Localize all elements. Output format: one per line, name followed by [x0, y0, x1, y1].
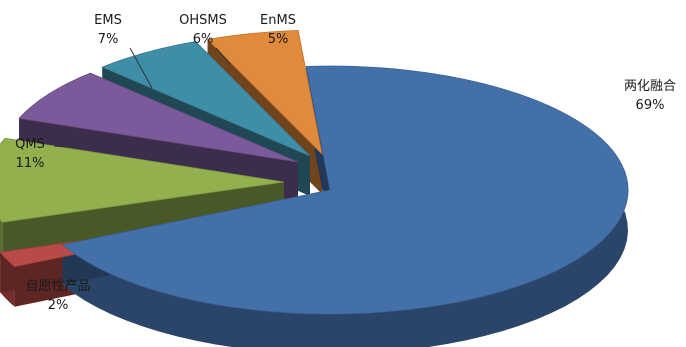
slice-labels: 两化融合 69% 自愿性产品 2% QMS 11% EMS 7% OHSMS 6% EnMS 5% — [15, 13, 676, 313]
slice-label-3: EMS — [94, 13, 122, 28]
slice-label-2: QMS — [15, 137, 45, 152]
slice-5 — [206, 29, 323, 156]
slice-label-0: 两化融合 — [624, 79, 676, 94]
slice-percent-5: 5% — [268, 32, 289, 47]
leader-line-2 — [53, 145, 81, 149]
slice-tops — [0, 29, 629, 315]
slice-percent-3: 7% — [98, 32, 119, 47]
slice-percent-0: 69% — [636, 98, 665, 113]
slice-4 — [101, 41, 311, 157]
slice-2 — [0, 137, 285, 223]
slice-label-5: EnMS — [260, 13, 296, 28]
slice-percent-1: 2% — [48, 298, 69, 313]
slice-percent-4: 6% — [193, 32, 214, 47]
leader-line-4 — [215, 47, 231, 65]
slice-label-4: OHSMS — [179, 13, 227, 28]
slice-3 — [18, 72, 299, 163]
slice-percent-2: 11% — [16, 156, 45, 171]
leader-line-3 — [129, 47, 153, 89]
slice-label-1: 自愿性产品 — [25, 279, 90, 294]
slice-0 — [61, 65, 629, 315]
